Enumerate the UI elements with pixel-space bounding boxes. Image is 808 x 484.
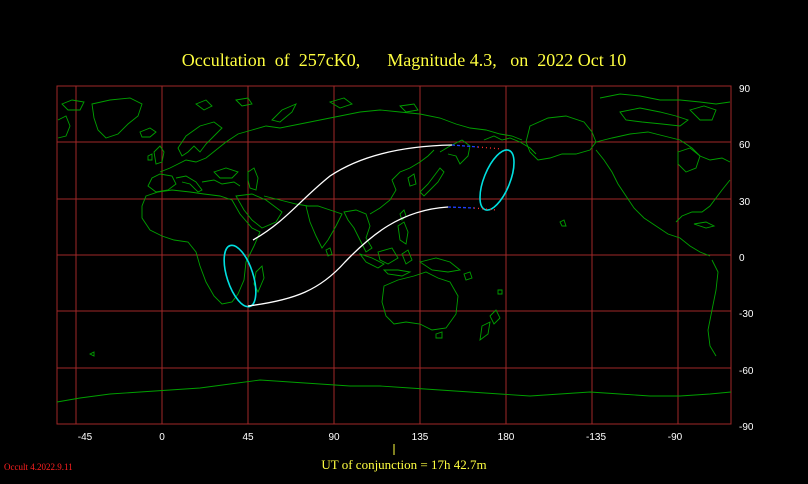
occultation-limits [223,149,515,308]
coast-south-georgia [88,351,95,357]
coast-britain [153,145,165,165]
coast-indochina [343,209,373,253]
coast-java [382,269,412,277]
coast-fiji [497,289,503,295]
coast-solomon [463,271,473,281]
coast-svalbard [195,99,213,111]
coast-arabia [235,193,283,229]
coast-franz-josef [235,97,253,107]
coast-iran [263,195,309,207]
coast-sulawesi [401,249,413,265]
graticule [57,86,731,424]
coast-eurasia-north [159,109,523,173]
coast-greenland [91,97,143,139]
lon-label: 90 [328,432,340,443]
coast-scandinavia [177,121,223,157]
coast-labrador [57,115,71,139]
lon-label: 0 [159,432,165,443]
coast-caspian [247,167,259,191]
path-northern-twilight [477,146,503,150]
lon-label: 135 [412,432,429,443]
coast-hawaii [559,219,567,227]
coast-new-guinea [418,257,462,273]
path-northern-limit [252,144,453,241]
lon-label: 45 [242,432,254,443]
lat-label: 60 [739,140,751,151]
coast-borneo [377,247,399,265]
coast-kamchatka [439,139,471,165]
path-southern-limit [247,206,449,307]
coast-novaya-zemlya [271,103,297,123]
coast-chukotka [483,135,537,155]
lat-label: 30 [739,197,751,208]
coast-victoria-island [619,107,689,127]
lat-label: 0 [739,253,745,264]
limit-oval-west [223,244,257,308]
coast-australia [381,271,459,331]
coast-india [305,205,343,249]
coast-italy [175,175,203,193]
coast-americas-east [675,179,731,223]
coast-hudson-bay [677,147,701,173]
coast-new-siberian [399,103,419,113]
coast-arctic-island [61,99,85,111]
coast-antarctica [56,379,732,403]
version-label: Occult 4.2022.9.11 [4,462,73,472]
coast-nz-north [489,309,501,325]
coast-severnaya-zemlya [328,97,353,109]
coast-americas-west [595,149,711,257]
coast-philippines [397,221,409,245]
lat-label: -60 [739,366,754,377]
map-title: Occultation of 257cK0, Magnitude 4.3, on… [181,50,627,70]
path-southern-daylight [447,206,475,209]
coast-iceland [139,127,157,138]
coast-arctic-archipelago [599,93,731,105]
coast-korea [407,173,417,187]
coast-japan [419,167,445,197]
occultation-path [247,144,503,307]
coast-baffin-island [689,105,717,121]
lat-label: 90 [739,84,751,95]
path-northern-daylight [451,144,479,148]
coast-africa [141,189,261,305]
coast-ireland [147,153,153,161]
coast-tasmania [435,331,443,339]
lat-label: -90 [739,422,754,433]
coast-cuba [693,221,716,229]
coast-nz-south [479,321,491,342]
coast-china [369,149,435,215]
longitude-labels: -45 0 45 90 135 180 -135 -90 [78,432,683,443]
latitude-labels: 90 60 30 0 -30 -60 -90 [739,84,754,433]
coast-alaska [525,115,597,161]
limit-oval-east [479,149,515,211]
lon-label: 180 [498,432,515,443]
coast-black-sea [213,167,239,179]
coast-sri-lanka [325,247,333,257]
lon-label: -135 [586,432,606,443]
coast-canada-north [595,131,731,163]
conjunction-time: UT of conjunction = 17h 42.7m [321,457,487,472]
lat-label: -30 [739,309,754,320]
coast-balkans-turkey [201,179,241,187]
coast-south-america-west [707,259,719,357]
lon-label: -45 [78,432,93,443]
coastlines [56,93,732,403]
lon-label: -90 [668,432,683,443]
coast-sumatra [358,253,385,269]
